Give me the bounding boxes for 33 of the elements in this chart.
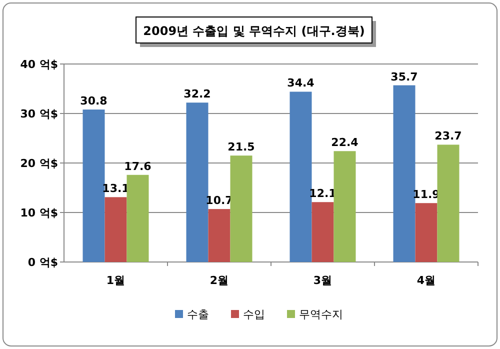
data-label: 30.8 xyxy=(80,94,108,108)
x-tick-label: 4월 xyxy=(416,274,436,287)
data-label: 21.5 xyxy=(228,140,255,154)
data-label: 35.7 xyxy=(390,70,418,84)
y-tick-label: 0 억$ xyxy=(28,256,58,269)
bar xyxy=(230,156,252,262)
y-tick-label: 10 억$ xyxy=(20,206,58,220)
y-tick-label: 20 억$ xyxy=(20,157,58,170)
bar xyxy=(415,203,438,262)
bar xyxy=(186,102,208,262)
bar xyxy=(208,209,230,262)
data-label: 34.4 xyxy=(287,76,315,90)
legend-label: 수입 xyxy=(243,308,265,321)
y-tick-label: 40 억$ xyxy=(20,58,58,71)
legend-label: 무역수지 xyxy=(299,308,343,321)
bar xyxy=(290,92,312,262)
y-tick-label: 30 억$ xyxy=(20,108,58,120)
bar xyxy=(82,110,105,262)
bar xyxy=(393,85,416,262)
data-label: 23.7 xyxy=(434,130,462,143)
bar xyxy=(104,197,127,262)
chart-title: 2009년 수출입 및 무역수지 (대구.경북) xyxy=(143,24,365,38)
bar xyxy=(334,151,356,262)
x-tick-label: 1월 xyxy=(106,274,126,287)
data-label: 17.6 xyxy=(124,160,152,173)
x-tick-label: 2월 xyxy=(210,274,229,287)
bar xyxy=(126,174,149,262)
legend-label: 수출 xyxy=(187,308,209,321)
bar xyxy=(437,144,460,262)
x-tick-label: 3월 xyxy=(313,274,332,287)
data-label: 32.2 xyxy=(184,88,211,101)
bar xyxy=(312,202,334,262)
data-label: 22.4 xyxy=(331,136,359,150)
